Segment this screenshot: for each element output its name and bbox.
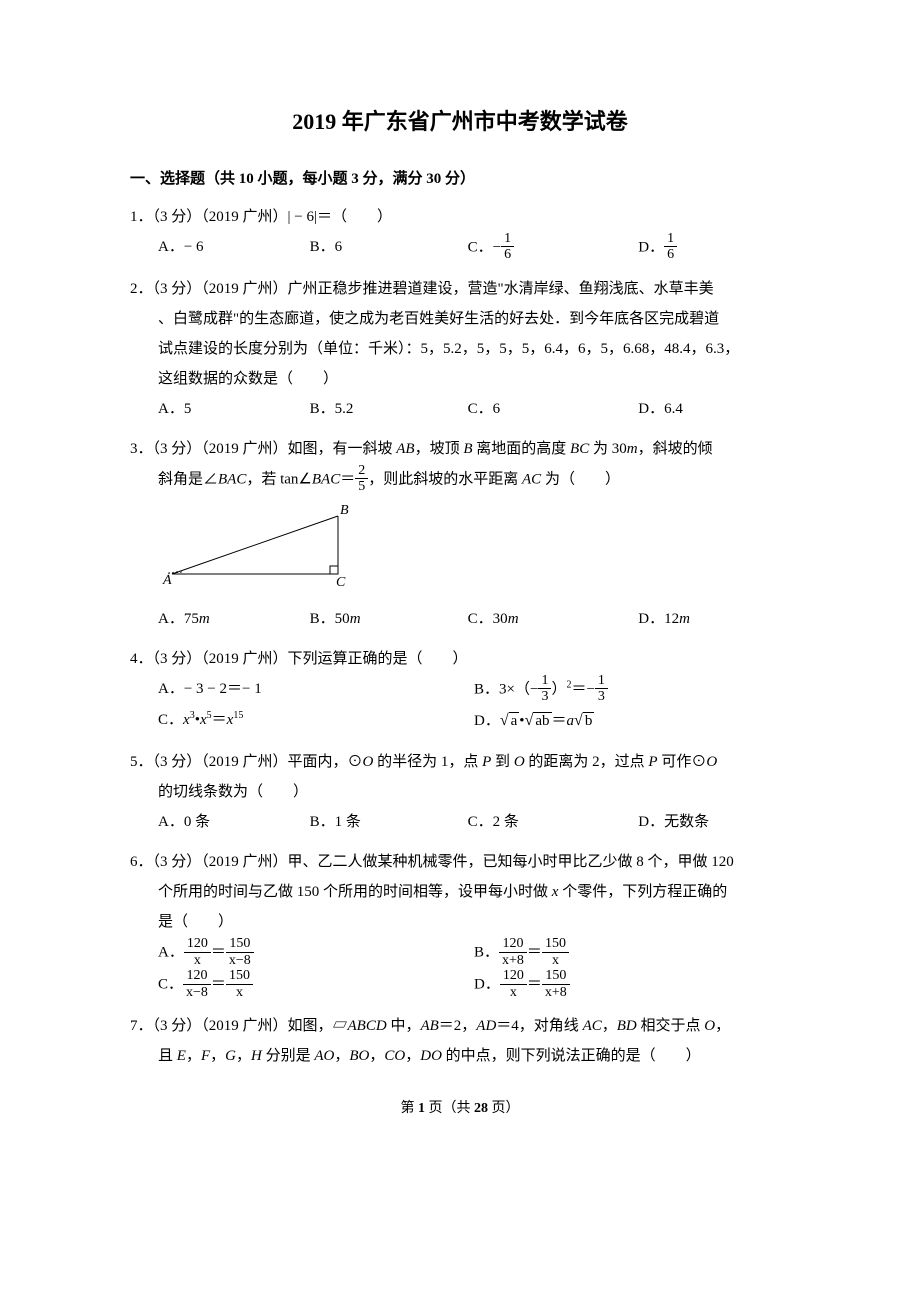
triangle-label-b: B: [340, 503, 349, 518]
q5-stem-1: 5．（3 分）（2019 广州）平面内，⊙O 的半径为 1，点 P 到 O 的距…: [130, 747, 790, 777]
q5-opt-a: A．0 条: [158, 807, 310, 837]
q4-stem: 4．（3 分）（2019 广州）下列运算正确的是（ ）: [130, 644, 790, 674]
q4-opt-d: D．a•ab＝ab: [474, 705, 790, 737]
question-4: 4．（3 分）（2019 广州）下列运算正确的是（ ） A．− 3 − 2＝− …: [130, 644, 790, 738]
q2-opt-c: C．6: [468, 394, 639, 424]
question-5: 5．（3 分）（2019 广州）平面内，⊙O 的半径为 1，点 P 到 O 的距…: [130, 747, 790, 837]
q5-opt-c: C．2 条: [468, 807, 639, 837]
q3-opt-c: C．30m: [468, 604, 639, 634]
q1-opt-d: D．16: [638, 232, 790, 264]
q1-stem: 1．（3 分）（2019 广州）| − 6|＝（ ）: [130, 202, 790, 232]
q3-opt-d: D．12m: [638, 604, 790, 634]
section-header: 一、选择题（共 10 小题，每小题 3 分，满分 30 分）: [130, 164, 790, 194]
question-3: 3．（3 分）（2019 广州）如图，有一斜坡 AB，坡顶 B 离地面的高度 B…: [130, 434, 790, 634]
q3-stem-2: 斜角是∠BAC，若 tan∠BAC＝25，则此斜坡的水平距离 AC 为（ ）: [130, 464, 790, 496]
q2-opt-d: D．6.4: [638, 394, 790, 424]
q3-opt-a: A．75m: [158, 604, 310, 634]
question-1: 1．（3 分）（2019 广州）| − 6|＝（ ） A．− 6 B．6 C．−…: [130, 202, 790, 264]
q3-options: A．75m B．50m C．30m D．12m: [130, 604, 790, 634]
q5-stem-2: 的切线条数为（ ）: [130, 777, 790, 807]
q2-stem-2: 、白鹭成群"的生态廊道，使之成为老百姓美好生活的好去处．到今年底各区完成碧道: [158, 304, 790, 334]
q2-options: A．5 B．5.2 C．6 D．6.4: [130, 394, 790, 424]
q2-stem-3: 试点建设的长度分别为（单位：千米）：5，5.2，5，5，5，6.4，6，5，6.…: [158, 334, 790, 364]
q2-stem-4: 这组数据的众数是（ ）: [158, 364, 790, 394]
triangle-icon: A B C: [158, 502, 368, 587]
q3-figure: A B C: [130, 502, 790, 598]
question-7: 7．（3 分）（2019 广州）如图，▱ABCD 中，AB＝2，AD＝4，对角线…: [130, 1011, 790, 1071]
triangle-label-a: A: [162, 573, 172, 587]
q5-options: A．0 条 B．1 条 C．2 条 D．无数条: [130, 807, 790, 837]
q6-options: A．120x＝150x−8 B．120x+8＝150x C．120x−8＝150…: [130, 937, 790, 1001]
question-2: 2．（3 分）（2019 广州）广州正稳步推进碧道建设，营造"水清岸绿、鱼翔浅底…: [130, 274, 790, 424]
q7-stem-1: 7．（3 分）（2019 广州）如图，▱ABCD 中，AB＝2，AD＝4，对角线…: [130, 1011, 790, 1041]
triangle-label-c: C: [336, 575, 346, 587]
q4-opt-a: A．− 3 − 2＝− 1: [158, 674, 474, 706]
q1-opt-b: B．6: [310, 232, 468, 264]
q4-opt-c: C．x3•x5＝x15: [158, 705, 474, 737]
q6-stem-1: 6．（3 分）（2019 广州）甲、乙二人做某种机械零件，已知每小时甲比乙少做 …: [130, 847, 790, 877]
q1-d-frac: 16: [664, 231, 677, 263]
q6-stem-2: 个所用的时间与乙做 150 个所用的时间相等，设甲每小时做 x 个零件，下列方程…: [158, 877, 790, 907]
q2-opt-a: A．5: [158, 394, 310, 424]
q1-options: A．− 6 B．6 C．−16 D．16: [130, 232, 790, 264]
q7-stem-2: 且 E，F，G，H 分别是 AO，BO，CO，DO 的中点，则下列说法正确的是（…: [130, 1041, 790, 1071]
page-footer: 第 1 页（共 28 页）: [130, 1095, 790, 1123]
q6-opt-c: C．120x−8＝150x: [158, 969, 474, 1001]
q6-opt-d: D．120x＝150x+8: [474, 969, 790, 1001]
q2-stem-1: 2．（3 分）（2019 广州）广州正稳步推进碧道建设，营造"水清岸绿、鱼翔浅底…: [130, 274, 790, 304]
q3-opt-b: B．50m: [310, 604, 468, 634]
question-6: 6．（3 分）（2019 广州）甲、乙二人做某种机械零件，已知每小时甲比乙少做 …: [130, 847, 790, 1001]
q1-c-prefix: C．−: [468, 239, 501, 255]
q1-opt-c: C．−16: [468, 232, 639, 264]
q4-opt-b: B．3×（−13）2＝−13: [474, 674, 790, 706]
q6-opt-a: A．120x＝150x−8: [158, 937, 474, 969]
q6-stem-3: 是（ ）: [158, 907, 790, 937]
q5-opt-b: B．1 条: [310, 807, 468, 837]
q1-opt-a: A．− 6: [158, 232, 310, 264]
q3-stem-1: 3．（3 分）（2019 广州）如图，有一斜坡 AB，坡顶 B 离地面的高度 B…: [130, 434, 790, 464]
q5-opt-d: D．无数条: [638, 807, 790, 837]
q1-c-frac: 16: [501, 231, 514, 263]
q2-opt-b: B．5.2: [310, 394, 468, 424]
q4-options: A．− 3 − 2＝− 1 B．3×（−13）2＝−13 C．x3•x5＝x15…: [130, 674, 790, 738]
q6-opt-b: B．120x+8＝150x: [474, 937, 790, 969]
q1-d-prefix: D．: [638, 239, 664, 255]
exam-title: 2019 年广东省广州市中考数学试卷: [130, 100, 790, 144]
